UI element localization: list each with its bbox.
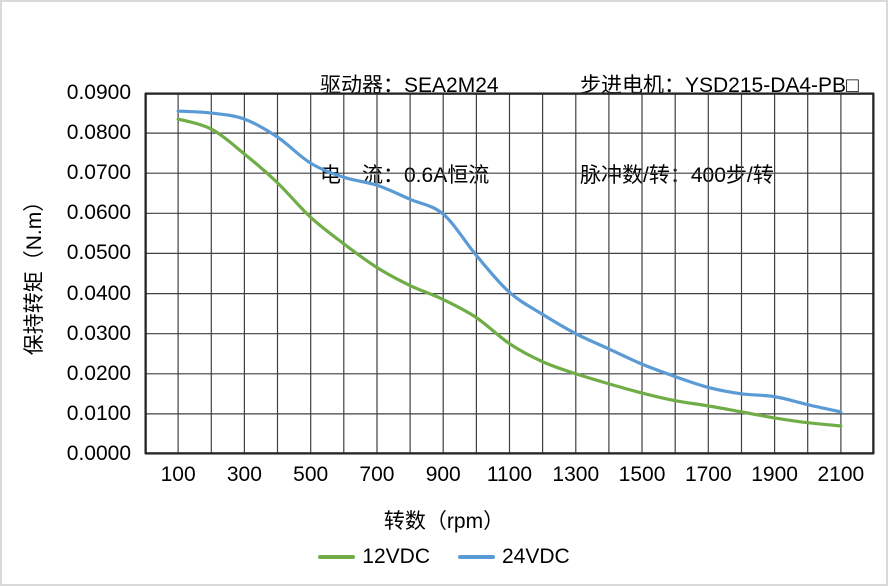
x-tick-label: 300 <box>226 463 262 486</box>
legend-label-12vdc: 12VDC <box>362 545 430 568</box>
plot-area <box>144 92 875 455</box>
series-line-24vdc <box>176 109 843 414</box>
legend-label-24vdc: 24VDC <box>502 545 570 568</box>
y-tick-label: 0.0500 <box>66 241 131 265</box>
legend-item-24vdc: 24VDC <box>458 545 570 569</box>
x-tick-label: 1500 <box>618 463 666 486</box>
y-tick-label: 0.0700 <box>66 161 131 185</box>
x-tick-label: 2100 <box>817 463 865 486</box>
x-tick-label: 100 <box>160 463 196 486</box>
gridlines <box>144 92 875 455</box>
legend-swatch-12vdc <box>318 555 356 559</box>
x-tick-label: 1100 <box>486 463 533 486</box>
x-tick-label: 1300 <box>552 463 600 486</box>
x-tick-label: 700 <box>359 463 395 486</box>
series-line-12vdc <box>176 117 843 428</box>
y-tick-label: 0.0800 <box>66 121 131 145</box>
y-tick-label: 0.0400 <box>66 281 131 305</box>
legend-swatch-24vdc <box>458 555 495 559</box>
legend-item-12vdc: 12VDC <box>318 545 430 569</box>
x-tick-label: 900 <box>425 463 461 486</box>
pulses-label: 脉冲数/转：400步/转 <box>580 164 774 187</box>
plot-frame <box>144 92 875 455</box>
motor-label: 步进电机：YSD215-DA4-PB□ <box>580 74 859 97</box>
y-axis-title: 保持转矩（N.m） <box>23 190 46 356</box>
header-left: 驱动器：SEA2M24 电 流：0.6A恒流 <box>320 11 499 251</box>
y-tick-label: 0.0300 <box>66 321 131 345</box>
y-tick-label: 0.0900 <box>66 81 131 104</box>
x-tick-label: 500 <box>293 463 329 486</box>
x-axis-title: 转数（rpm） <box>383 510 505 533</box>
y-tick-label: 0.0600 <box>66 201 131 225</box>
y-tick-label: 0.0000 <box>66 442 131 465</box>
y-tick-label: 0.0200 <box>66 361 131 385</box>
y-tick-label: 0.0100 <box>66 401 131 425</box>
x-tick-label: 1700 <box>684 463 732 486</box>
header-right: 步进电机：YSD215-DA4-PB□ 脉冲数/转：400步/转 <box>580 11 859 251</box>
x-tick-label: 1900 <box>751 463 798 486</box>
legend: 12VDC 24VDC <box>2 545 886 569</box>
driver-label: 驱动器：SEA2M24 <box>320 74 499 97</box>
